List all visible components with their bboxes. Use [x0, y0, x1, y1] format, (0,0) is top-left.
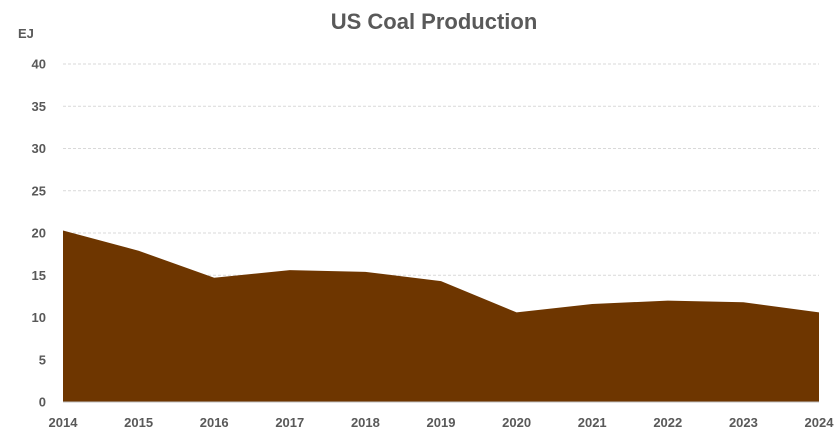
y-tick-label: 0: [39, 395, 46, 410]
y-tick-label: 25: [32, 183, 46, 198]
y-tick-label: 15: [32, 268, 46, 283]
x-tick-label: 2016: [200, 415, 229, 430]
x-tick-label: 2021: [578, 415, 607, 430]
series-area: [63, 230, 819, 402]
y-tick-label: 20: [32, 226, 46, 241]
chart-title: US Coal Production: [331, 9, 538, 34]
x-tick-label: 2022: [653, 415, 682, 430]
x-tick-label: 2024: [805, 415, 835, 430]
y-tick-label: 35: [32, 99, 46, 114]
x-tick-label: 2019: [427, 415, 456, 430]
x-tick-label: 2015: [124, 415, 153, 430]
x-tick-label: 2023: [729, 415, 758, 430]
x-axis-ticks: 2014 2015 2016 2017 2018 2019 2020 2021 2022 2023…: [49, 415, 835, 430]
y-tick-label: 40: [32, 57, 46, 72]
y-tick-label: 30: [32, 141, 46, 156]
x-tick-label: 2017: [275, 415, 304, 430]
y-tick-label: 10: [32, 310, 46, 325]
plot-area: [63, 230, 819, 403]
y-tick-label: 5: [39, 352, 46, 367]
x-tick-label: 2014: [49, 415, 79, 430]
x-tick-label: 2018: [351, 415, 380, 430]
y-axis-ticks: 0 5 10 15 20 25 30 35 40: [32, 57, 46, 410]
y-axis-label: EJ: [18, 26, 34, 41]
x-tick-label: 2020: [502, 415, 531, 430]
